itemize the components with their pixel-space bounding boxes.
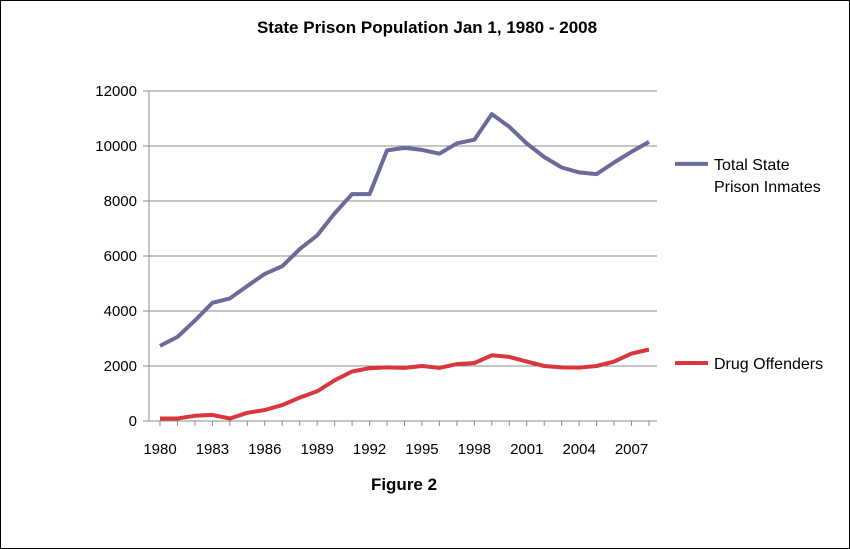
y-tick-label: 8000	[104, 193, 137, 210]
series-line-total-state-prison-inmates	[159, 112, 650, 348]
y-tick-label: 2000	[104, 358, 137, 375]
x-tick-label: 1983	[196, 441, 229, 458]
x-tick-label: 1995	[405, 441, 438, 458]
x-tick-labels: 1980 1983 1986 1989 1992 1995 1998 2001 2004 2007	[143, 441, 648, 458]
legend: Total State Prison Inmates Drug Offenders	[675, 157, 823, 373]
x-tick-label: 2001	[510, 441, 543, 458]
x-tick-label: 1989	[300, 441, 333, 458]
x-tick-label: 1986	[248, 441, 281, 458]
legend-label: Drug Offenders	[714, 356, 823, 373]
x-tick-label: 1998	[458, 441, 491, 458]
x-tick-label: 1992	[353, 441, 386, 458]
y-tick-label: 6000	[104, 248, 137, 265]
y-tick-label: 0	[129, 413, 137, 430]
legend-label: Prison Inmates	[714, 179, 821, 196]
gridlines	[149, 90, 657, 367]
x-tick-label: 2004	[562, 441, 595, 458]
axes	[143, 90, 657, 426]
legend-label: Total State	[714, 157, 790, 174]
y-tick-label: 10000	[95, 138, 137, 155]
y-tick-label: 4000	[104, 303, 137, 320]
series-lines	[159, 112, 650, 421]
x-tick-label: 2007	[615, 441, 648, 458]
y-tick-label: 12000	[95, 83, 137, 100]
legend-entry: Total State Prison Inmates	[675, 157, 821, 196]
series-line-drug-offenders	[160, 347, 650, 421]
chart-title: State Prison Population Jan 1, 1980 - 20…	[257, 18, 597, 37]
x-tick-label: 1980	[143, 441, 176, 458]
y-tick-labels: 0 2000 4000 6000 8000 10000 12000	[95, 83, 137, 430]
legend-entry: Drug Offenders	[675, 356, 823, 373]
figure-caption: Figure 2	[371, 475, 437, 494]
